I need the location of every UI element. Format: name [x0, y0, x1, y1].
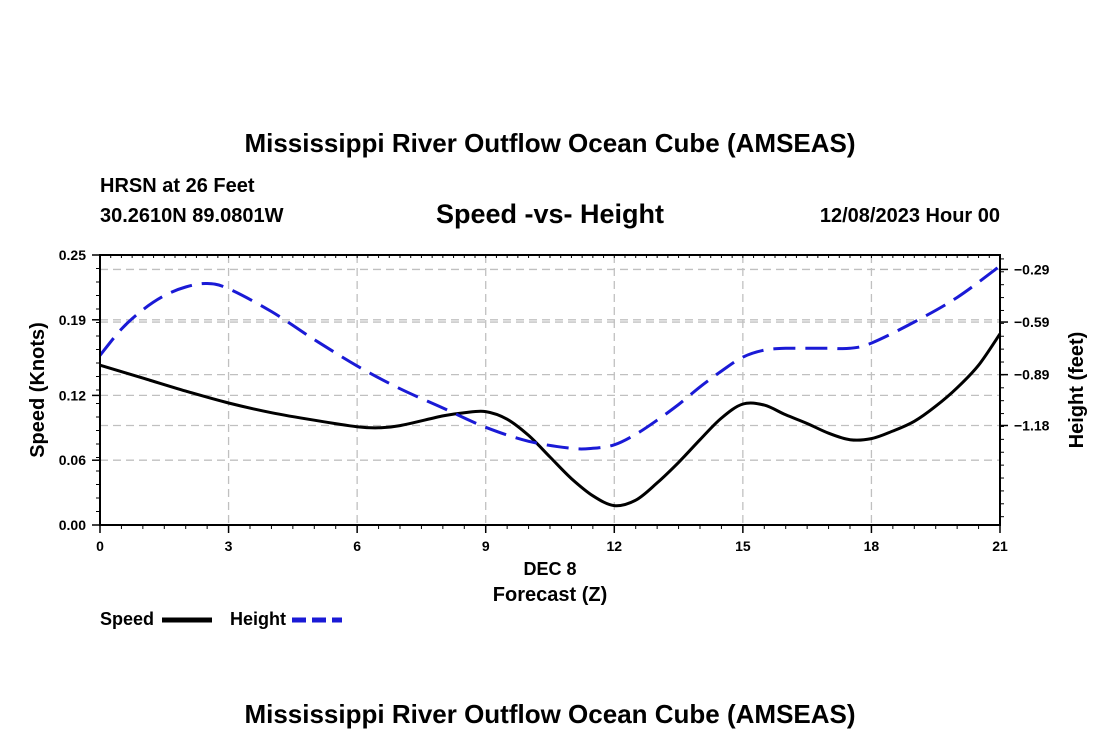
y2-tick-label: −0.29: [1014, 261, 1050, 277]
plot-frame: [99, 254, 1001, 526]
station-coordinates: 30.2610N 89.0801W: [100, 205, 284, 227]
y2-tick-label: −0.59: [1014, 314, 1050, 330]
series-layer: [98, 264, 1002, 508]
legend: Speed Height: [100, 609, 342, 629]
axis-ticks: 0 3 6 9 12 15 18 21 0.00 0.06 0.12 0.19 0.25 −1.18 −0.…: [59, 247, 1050, 554]
x-tick-label: 6: [353, 538, 361, 554]
x-tick-label: 3: [225, 538, 233, 554]
x-tick-label: 15: [735, 538, 751, 554]
y-tick-label: 0.00: [59, 517, 86, 533]
chart-title: Speed -vs- Height: [435, 199, 665, 229]
x-axis-date-label: DEC 8: [523, 559, 576, 579]
y-tick-label: 0.19: [59, 312, 86, 328]
chart-main-title: Mississippi River Outflow Ocean Cube (AM…: [244, 128, 856, 158]
y2-tick-label: −1.18: [1014, 418, 1050, 434]
grid: [100, 255, 1000, 525]
y-tick-label: 0.25: [59, 247, 86, 263]
station-name: HRSN at 26 Feet: [100, 175, 255, 197]
x-tick-label: 18: [864, 538, 880, 554]
series-line-speed: [99, 332, 1002, 508]
x-tick-label: 0: [96, 538, 104, 554]
x-tick-label: 12: [606, 538, 622, 554]
y-tick-label: 0.06: [59, 452, 86, 468]
legend-label-height: Height: [230, 609, 286, 629]
series-line-height: [98, 264, 1001, 451]
x-tick-label: 9: [482, 538, 490, 554]
footer-title: Mississippi River Outflow Ocean Cube (AM…: [244, 699, 856, 729]
y2-tick-label: −0.89: [1014, 367, 1050, 383]
forecast-date: 12/08/2023 Hour 00: [819, 205, 1000, 227]
legend-label-speed: Speed: [100, 609, 154, 629]
y2-axis-label: Height (feet): [1066, 332, 1088, 449]
x-tick-label: 21: [992, 538, 1008, 554]
x-axis-label: Forecast (Z): [493, 584, 607, 606]
y-tick-label: 0.12: [59, 387, 86, 403]
y-axis-label: Speed (Knots): [27, 322, 49, 458]
